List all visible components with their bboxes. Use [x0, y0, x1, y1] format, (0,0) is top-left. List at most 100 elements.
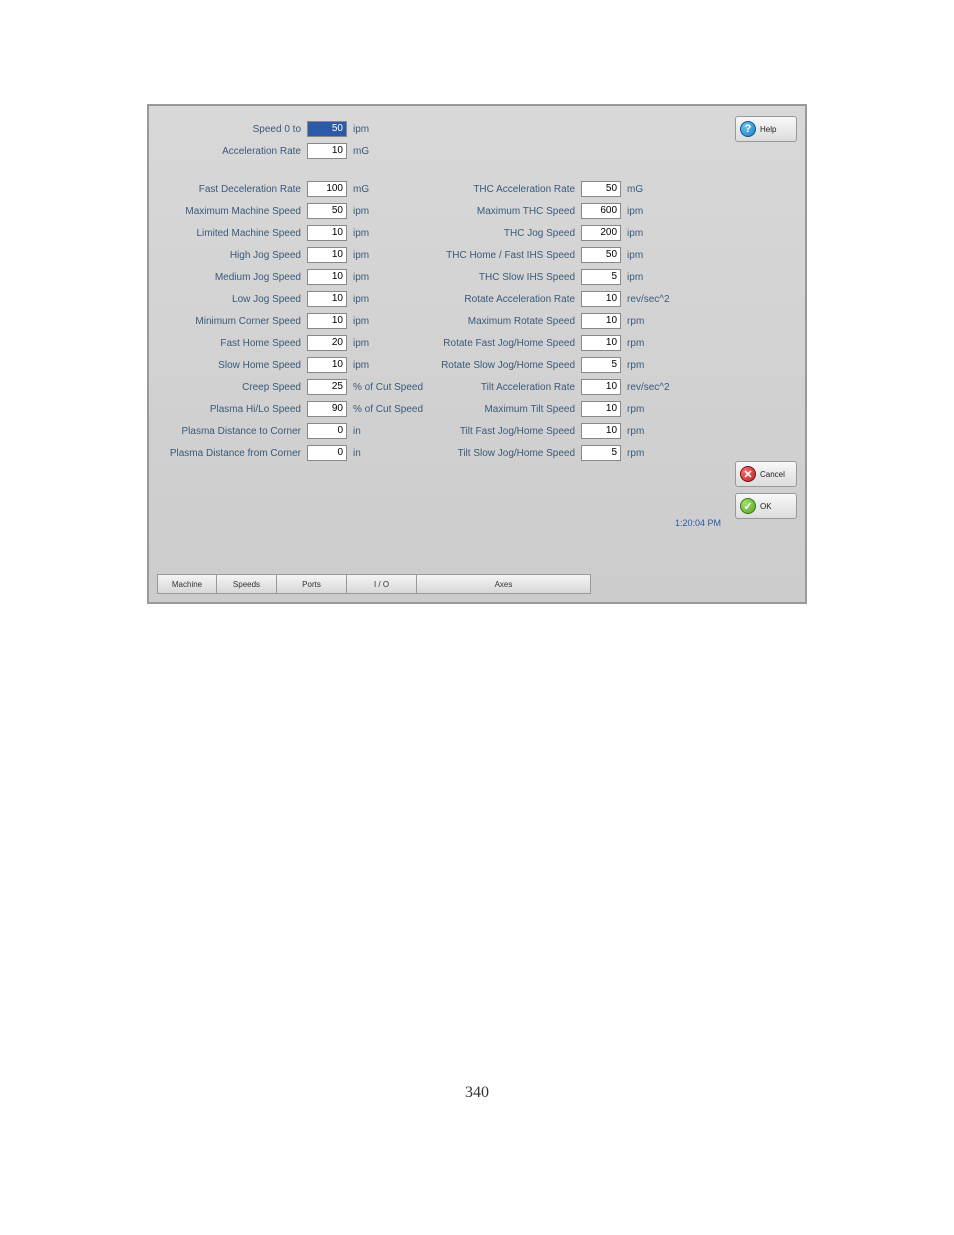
- left-row-7: Fast Home Speed20ipm: [159, 332, 423, 354]
- left-label-1: Maximum Machine Speed: [159, 206, 307, 217]
- left-label-2: Limited Machine Speed: [159, 228, 307, 239]
- right-input-11[interactable]: 10: [581, 423, 621, 439]
- left-input-11[interactable]: 0: [307, 423, 347, 439]
- right-input-7[interactable]: 10: [581, 335, 621, 351]
- right-row-3: THC Home / Fast IHS Speed50ipm: [433, 244, 670, 266]
- right-unit-7: rpm: [621, 338, 644, 349]
- right-label-12: Tilt Slow Jog/Home Speed: [433, 448, 581, 459]
- tab-speeds[interactable]: Speeds: [217, 574, 277, 594]
- right-row-11: Tilt Fast Jog/Home Speed10rpm: [433, 420, 670, 442]
- settings-window: Speed 0 to 50 ipm Acceleration Rate 10 m…: [147, 104, 807, 604]
- left-unit-1: ipm: [347, 206, 369, 217]
- accel-row: Acceleration Rate 10 mG: [159, 140, 795, 162]
- right-unit-12: rpm: [621, 448, 644, 459]
- tab-axes[interactable]: Axes: [417, 574, 591, 594]
- right-label-11: Tilt Fast Jog/Home Speed: [433, 426, 581, 437]
- right-unit-0: mG: [621, 184, 643, 195]
- left-label-10: Plasma Hi/Lo Speed: [159, 404, 307, 415]
- right-unit-5: rev/sec^2: [621, 294, 670, 305]
- right-label-8: Rotate Slow Jog/Home Speed: [433, 360, 581, 371]
- left-label-12: Plasma Distance from Corner: [159, 448, 307, 459]
- left-unit-4: ipm: [347, 272, 369, 283]
- left-input-2[interactable]: 10: [307, 225, 347, 241]
- left-label-9: Creep Speed: [159, 382, 307, 393]
- speed-unit: ipm: [347, 124, 369, 135]
- right-input-10[interactable]: 10: [581, 401, 621, 417]
- side-buttons-top: ? Help: [735, 116, 797, 142]
- speed-input[interactable]: 50: [307, 121, 347, 137]
- right-input-8[interactable]: 5: [581, 357, 621, 373]
- right-unit-1: ipm: [621, 206, 643, 217]
- left-row-8: Slow Home Speed10ipm: [159, 354, 423, 376]
- right-input-5[interactable]: 10: [581, 291, 621, 307]
- tab-ports[interactable]: Ports: [277, 574, 347, 594]
- left-input-7[interactable]: 20: [307, 335, 347, 351]
- help-button[interactable]: ? Help: [735, 116, 797, 142]
- left-input-0[interactable]: 100: [307, 181, 347, 197]
- left-unit-9: % of Cut Speed: [347, 382, 423, 393]
- left-input-1[interactable]: 50: [307, 203, 347, 219]
- right-row-2: THC Jog Speed200ipm: [433, 222, 670, 244]
- left-input-5[interactable]: 10: [307, 291, 347, 307]
- left-row-5: Low Jog Speed10ipm: [159, 288, 423, 310]
- left-input-3[interactable]: 10: [307, 247, 347, 263]
- left-row-4: Medium Jog Speed10ipm: [159, 266, 423, 288]
- speed-row: Speed 0 to 50 ipm: [159, 118, 795, 140]
- right-row-7: Rotate Fast Jog/Home Speed10rpm: [433, 332, 670, 354]
- right-input-3[interactable]: 50: [581, 247, 621, 263]
- left-label-5: Low Jog Speed: [159, 294, 307, 305]
- left-row-0: Fast Deceleration Rate100mG: [159, 178, 423, 200]
- right-input-2[interactable]: 200: [581, 225, 621, 241]
- right-input-4[interactable]: 5: [581, 269, 621, 285]
- cancel-button[interactable]: ✕ Cancel: [735, 461, 797, 487]
- left-row-3: High Jog Speed10ipm: [159, 244, 423, 266]
- main-columns: Fast Deceleration Rate100mG Maximum Machi…: [159, 178, 795, 464]
- left-row-12: Plasma Distance from Corner0in: [159, 442, 423, 464]
- right-unit-10: rpm: [621, 404, 644, 415]
- right-unit-6: rpm: [621, 316, 644, 327]
- right-label-10: Maximum Tilt Speed: [433, 404, 581, 415]
- left-input-12[interactable]: 0: [307, 445, 347, 461]
- left-label-4: Medium Jog Speed: [159, 272, 307, 283]
- left-input-8[interactable]: 10: [307, 357, 347, 373]
- right-unit-2: ipm: [621, 228, 643, 239]
- left-unit-10: % of Cut Speed: [347, 404, 423, 415]
- cancel-icon: ✕: [740, 466, 756, 482]
- tab-machine[interactable]: Machine: [157, 574, 217, 594]
- right-input-12[interactable]: 5: [581, 445, 621, 461]
- time-label: 1:20:04 PM: [675, 518, 721, 528]
- left-label-6: Minimum Corner Speed: [159, 316, 307, 327]
- right-label-7: Rotate Fast Jog/Home Speed: [433, 338, 581, 349]
- left-unit-12: in: [347, 448, 361, 459]
- speed-label: Speed 0 to: [159, 124, 307, 135]
- right-row-9: Tilt Acceleration Rate10rev/sec^2: [433, 376, 670, 398]
- left-row-2: Limited Machine Speed10ipm: [159, 222, 423, 244]
- left-row-9: Creep Speed25% of Cut Speed: [159, 376, 423, 398]
- accel-input[interactable]: 10: [307, 143, 347, 159]
- cancel-label: Cancel: [760, 470, 785, 479]
- top-rows: Speed 0 to 50 ipm Acceleration Rate 10 m…: [159, 118, 795, 162]
- left-input-10[interactable]: 90: [307, 401, 347, 417]
- right-row-12: Tilt Slow Jog/Home Speed5rpm: [433, 442, 670, 464]
- right-input-1[interactable]: 600: [581, 203, 621, 219]
- help-label: Help: [760, 125, 776, 134]
- right-row-4: THC Slow IHS Speed5ipm: [433, 266, 670, 288]
- left-label-3: High Jog Speed: [159, 250, 307, 261]
- left-input-6[interactable]: 10: [307, 313, 347, 329]
- left-row-6: Minimum Corner Speed10ipm: [159, 310, 423, 332]
- ok-icon: ✓: [740, 498, 756, 514]
- accel-unit: mG: [347, 146, 369, 157]
- right-label-4: THC Slow IHS Speed: [433, 272, 581, 283]
- tab-i-o[interactable]: I / O: [347, 574, 417, 594]
- right-row-6: Maximum Rotate Speed10rpm: [433, 310, 670, 332]
- left-unit-3: ipm: [347, 250, 369, 261]
- right-input-9[interactable]: 10: [581, 379, 621, 395]
- left-row-10: Plasma Hi/Lo Speed90% of Cut Speed: [159, 398, 423, 420]
- left-input-9[interactable]: 25: [307, 379, 347, 395]
- ok-button[interactable]: ✓ OK: [735, 493, 797, 519]
- right-label-3: THC Home / Fast IHS Speed: [433, 250, 581, 261]
- left-input-4[interactable]: 10: [307, 269, 347, 285]
- help-icon: ?: [740, 121, 756, 137]
- right-input-6[interactable]: 10: [581, 313, 621, 329]
- right-input-0[interactable]: 50: [581, 181, 621, 197]
